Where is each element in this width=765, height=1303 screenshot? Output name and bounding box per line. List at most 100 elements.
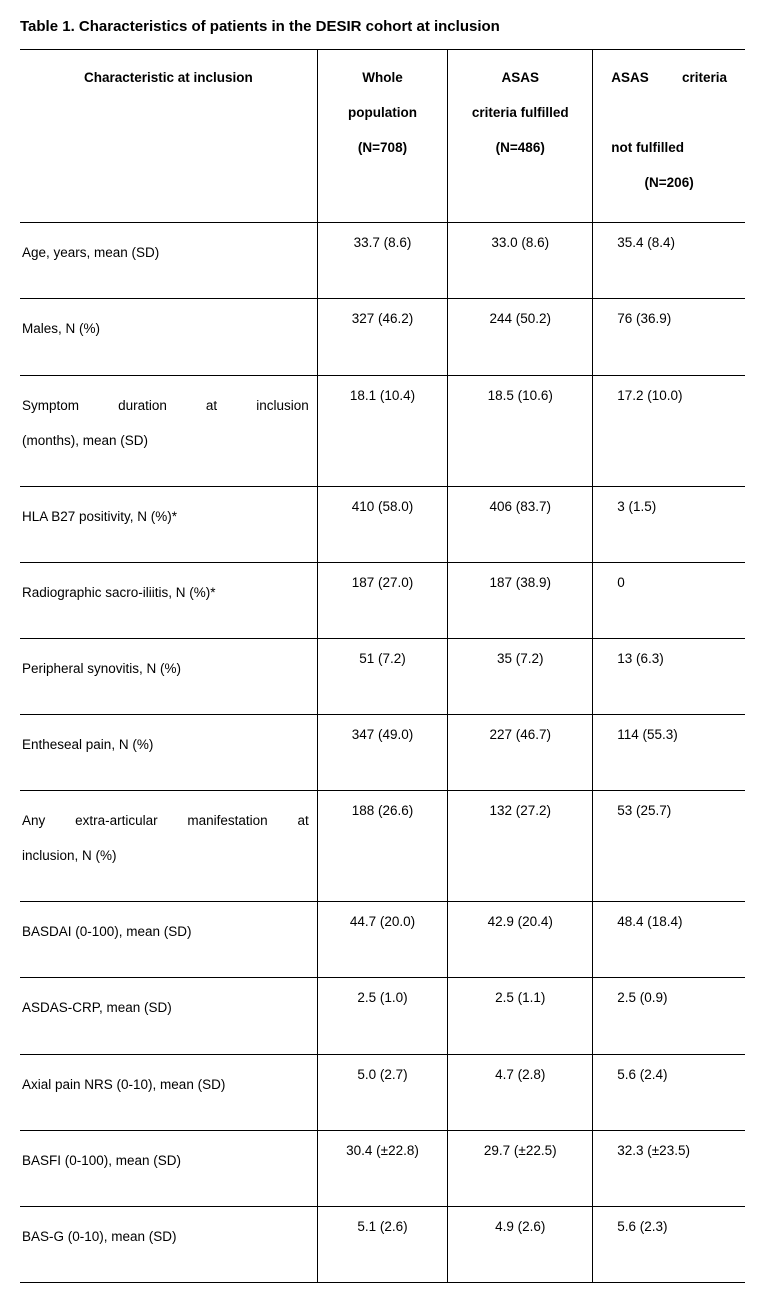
- value-cell: 347 (49.0): [317, 715, 448, 791]
- value-cell: 410 (58.0): [317, 486, 448, 562]
- value-cell: 2.5 (1.1): [448, 978, 593, 1054]
- value: 42.9 (20.4): [448, 914, 592, 929]
- col-asas-l3: (N=486): [496, 140, 545, 155]
- value: 188 (26.6): [318, 803, 448, 818]
- value-cell: 18.5 (10.6): [448, 375, 593, 486]
- row-label-cell: Any extra-articular manifestation atincl…: [20, 791, 317, 902]
- value: 244 (50.2): [448, 311, 592, 326]
- row-label-cell: BAS-G (0-10), mean (SD): [20, 1206, 317, 1282]
- value: 187 (38.9): [448, 575, 592, 590]
- value-cell: 53 (25.7): [593, 791, 745, 902]
- value-cell: 5.6 (2.3): [593, 1206, 745, 1282]
- row-label: BAS-G (0-10), mean (SD): [22, 1219, 309, 1254]
- value: 5.0 (2.7): [318, 1067, 448, 1082]
- table-row: Peripheral synovitis, N (%)51 (7.2)35 (7…: [20, 638, 745, 714]
- row-label-cell: Radiographic sacro-iliitis, N (%)*: [20, 562, 317, 638]
- value-cell: 51 (7.2): [317, 638, 448, 714]
- patients-table: Characteristic at inclusion Whole popula…: [20, 49, 745, 1283]
- col-whole: Whole population (N=708): [317, 50, 448, 223]
- value-cell: 2.5 (1.0): [317, 978, 448, 1054]
- value: 4.7 (2.8): [448, 1067, 592, 1082]
- row-label-line: (months), mean (SD): [22, 423, 309, 458]
- value: 0: [593, 575, 745, 590]
- value-cell: 48.4 (18.4): [593, 902, 745, 978]
- row-label: BASDAI (0-100), mean (SD): [22, 914, 309, 949]
- value-cell: 4.7 (2.8): [448, 1054, 593, 1130]
- value-cell: 188 (26.6): [317, 791, 448, 902]
- value: 53 (25.7): [593, 803, 745, 818]
- row-label-cell: Axial pain NRS (0-10), mean (SD): [20, 1054, 317, 1130]
- table-header-row: Characteristic at inclusion Whole popula…: [20, 50, 745, 223]
- value-cell: 44.7 (20.0): [317, 902, 448, 978]
- col-asas: ASAS criteria fulfilled (N=486): [448, 50, 593, 223]
- row-label-line: Any extra-articular manifestation at: [22, 803, 309, 838]
- value: 132 (27.2): [448, 803, 592, 818]
- row-label: ASDAS-CRP, mean (SD): [22, 990, 309, 1025]
- value-cell: 42.9 (20.4): [448, 902, 593, 978]
- value: 30.4 (±22.8): [318, 1143, 448, 1158]
- row-label-cell: Entheseal pain, N (%): [20, 715, 317, 791]
- value: 5.1 (2.6): [318, 1219, 448, 1234]
- value: 114 (55.3): [593, 727, 745, 742]
- col-asas-not-l1b: criteria: [682, 70, 727, 85]
- row-label-cell: ASDAS-CRP, mean (SD): [20, 978, 317, 1054]
- table-row: Age, years, mean (SD)33.7 (8.6)33.0 (8.6…: [20, 223, 745, 299]
- col-whole-l3: (N=708): [358, 140, 407, 155]
- value: 33.7 (8.6): [318, 235, 448, 250]
- table-row: Symptom duration at inclusion(months), m…: [20, 375, 745, 486]
- value-cell: 18.1 (10.4): [317, 375, 448, 486]
- value-cell: 33.7 (8.6): [317, 223, 448, 299]
- value-cell: 17.2 (10.0): [593, 375, 745, 486]
- value-cell: 13 (6.3): [593, 638, 745, 714]
- value-cell: 29.7 (±22.5): [448, 1130, 593, 1206]
- row-label-cell: Males, N (%): [20, 299, 317, 375]
- row-label-cell: BASDAI (0-100), mean (SD): [20, 902, 317, 978]
- value: 48.4 (18.4): [593, 914, 745, 929]
- row-label: Males, N (%): [22, 311, 309, 346]
- value-cell: 35 (7.2): [448, 638, 593, 714]
- value: 13 (6.3): [593, 651, 745, 666]
- value: 18.5 (10.6): [448, 388, 592, 403]
- row-label-line: inclusion, N (%): [22, 838, 309, 873]
- col-characteristic: Characteristic at inclusion: [20, 50, 317, 223]
- table-row: Entheseal pain, N (%)347 (49.0)227 (46.7…: [20, 715, 745, 791]
- col-asas-l1: ASAS: [501, 70, 539, 85]
- value: 35 (7.2): [448, 651, 592, 666]
- value: 29.7 (±22.5): [448, 1143, 592, 1158]
- col-asas-not-l1a: ASAS: [611, 70, 649, 85]
- value-cell: 35.4 (8.4): [593, 223, 745, 299]
- value: 2.5 (1.0): [318, 990, 448, 1005]
- col-asas-l2: criteria fulfilled: [472, 105, 569, 120]
- value: 5.6 (2.4): [593, 1067, 745, 1082]
- table-row: Radiographic sacro-iliitis, N (%)*187 (2…: [20, 562, 745, 638]
- table-row: Axial pain NRS (0-10), mean (SD)5.0 (2.7…: [20, 1054, 745, 1130]
- value: 76 (36.9): [593, 311, 745, 326]
- row-label-cell: Peripheral synovitis, N (%): [20, 638, 317, 714]
- col-characteristic-label: Characteristic at inclusion: [84, 70, 253, 85]
- value-cell: 187 (27.0): [317, 562, 448, 638]
- value-cell: 406 (83.7): [448, 486, 593, 562]
- row-label: HLA B27 positivity, N (%)*: [22, 499, 309, 534]
- table-body: Age, years, mean (SD)33.7 (8.6)33.0 (8.6…: [20, 223, 745, 1282]
- value-cell: 30.4 (±22.8): [317, 1130, 448, 1206]
- table-row: HLA B27 positivity, N (%)*410 (58.0)406 …: [20, 486, 745, 562]
- col-whole-l1: Whole: [362, 70, 403, 85]
- col-asas-not-l2: not fulfilled: [611, 130, 727, 165]
- value: 17.2 (10.0): [593, 388, 745, 403]
- value-cell: 5.1 (2.6): [317, 1206, 448, 1282]
- value: 327 (46.2): [318, 311, 448, 326]
- value-cell: 5.6 (2.4): [593, 1054, 745, 1130]
- value-cell: 227 (46.7): [448, 715, 593, 791]
- row-label: BASFI (0-100), mean (SD): [22, 1143, 309, 1178]
- value-cell: 2.5 (0.9): [593, 978, 745, 1054]
- row-label: Age, years, mean (SD): [22, 235, 309, 270]
- row-label-cell: BASFI (0-100), mean (SD): [20, 1130, 317, 1206]
- row-label-cell: Age, years, mean (SD): [20, 223, 317, 299]
- value-cell: 327 (46.2): [317, 299, 448, 375]
- row-label-line: Symptom duration at inclusion: [22, 388, 309, 423]
- value: 4.9 (2.6): [448, 1219, 592, 1234]
- value: 35.4 (8.4): [593, 235, 745, 250]
- table-row: Males, N (%) 327 (46.2)244 (50.2)76 (36.9…: [20, 299, 745, 375]
- value-cell: 5.0 (2.7): [317, 1054, 448, 1130]
- table-row: ASDAS-CRP, mean (SD) 2.5 (1.0)2.5 (1.1)2.…: [20, 978, 745, 1054]
